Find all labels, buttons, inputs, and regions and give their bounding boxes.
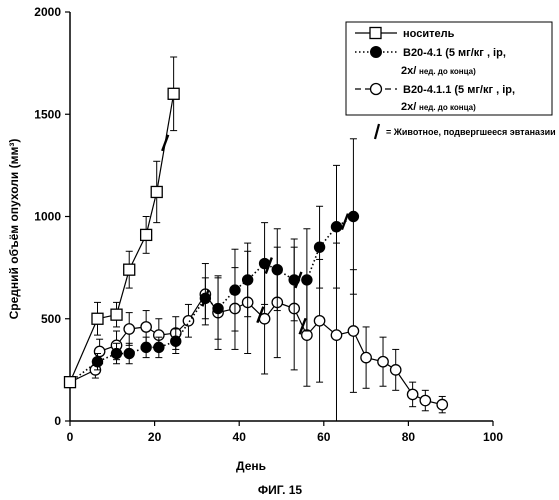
legend: носитель B20-4.1 (5 мг/кг , ip, 2x/ нед.… [346,22,552,115]
y-tick-label: 2000 [34,5,61,19]
x-tick-label: 60 [317,430,331,444]
data-point-open-circle [124,324,134,334]
x-tick-label: 40 [233,430,247,444]
data-point-open-circle [348,326,358,336]
data-point-filled-circle [124,348,134,358]
data-point-filled-circle [111,348,121,358]
data-point-square [111,309,122,320]
data-point-open-circle [391,365,401,375]
x-axis-title: День [236,459,266,473]
x-tick-label: 100 [483,430,503,444]
series-2 [65,139,359,388]
euthanasia-label: = Животное, подвергшееся эвтаназии [386,127,556,137]
euthanasia-mark [342,214,348,230]
data-point-filled-circle [314,242,324,252]
data-point-filled-circle [92,356,102,366]
y-axis-title: Средний объём опухоли (мм³) [7,139,21,320]
y-tick-label: 0 [54,414,61,428]
data-point-open-circle [94,346,104,356]
data-point-square [92,313,103,324]
data-point-filled-circle [302,275,312,285]
filled-circle-marker [371,47,382,58]
y-tick-label: 1000 [34,210,61,224]
legend-label-line2: 2x/ [401,65,416,77]
data-point-filled-circle [213,303,223,313]
data-point-filled-circle [272,264,282,274]
data-point-square [124,264,135,275]
data-point-filled-circle [171,336,181,346]
y-tick-label: 500 [41,312,61,326]
euthanasia-slash-icon [375,124,379,139]
x-tick-label: 20 [148,430,162,444]
euthanasia-key: = Животное, подвергшееся эвтаназии [375,124,556,139]
data-point-filled-circle [230,285,240,295]
data-point-open-circle [407,389,417,399]
legend-label: B20-4.1.1 (5 мг/кг , ip, [403,84,515,96]
legend-item-vehicle: носитель [355,28,455,41]
x-tick-label: 0 [67,430,74,444]
euthanasia-mark [162,135,168,151]
open-square-marker [370,28,381,39]
legend-label-small: нед. до конца) [419,67,476,76]
data-point-open-circle [331,330,341,340]
data-point-square [168,88,179,99]
figure-caption: ФИГ. 15 [258,483,303,497]
data-point-filled-circle [348,211,358,221]
data-point-open-circle [378,356,388,366]
series-3 [65,243,448,421]
data-point-square [65,377,76,388]
data-point-filled-circle [242,275,252,285]
open-circle-marker [371,84,382,95]
data-point-filled-circle [331,222,341,232]
data-point-open-circle [420,395,430,405]
data-point-square [141,229,152,240]
legend-label: носитель [403,28,455,40]
data-point-filled-circle [154,342,164,352]
legend-label-line2: 2x/ [401,101,416,113]
data-point-open-circle [314,316,324,326]
legend-label: B20-4.1 (5 мг/кг , ip, [403,47,506,59]
data-point-open-circle [437,399,447,409]
y-tick-label: 1500 [34,107,61,121]
data-point-filled-circle [141,342,151,352]
x-tick-label: 80 [402,430,416,444]
legend-label-small: нед. до конца) [419,103,476,112]
data-point-open-circle [141,322,151,332]
data-point-square [151,186,162,197]
data-point-open-circle [361,352,371,362]
